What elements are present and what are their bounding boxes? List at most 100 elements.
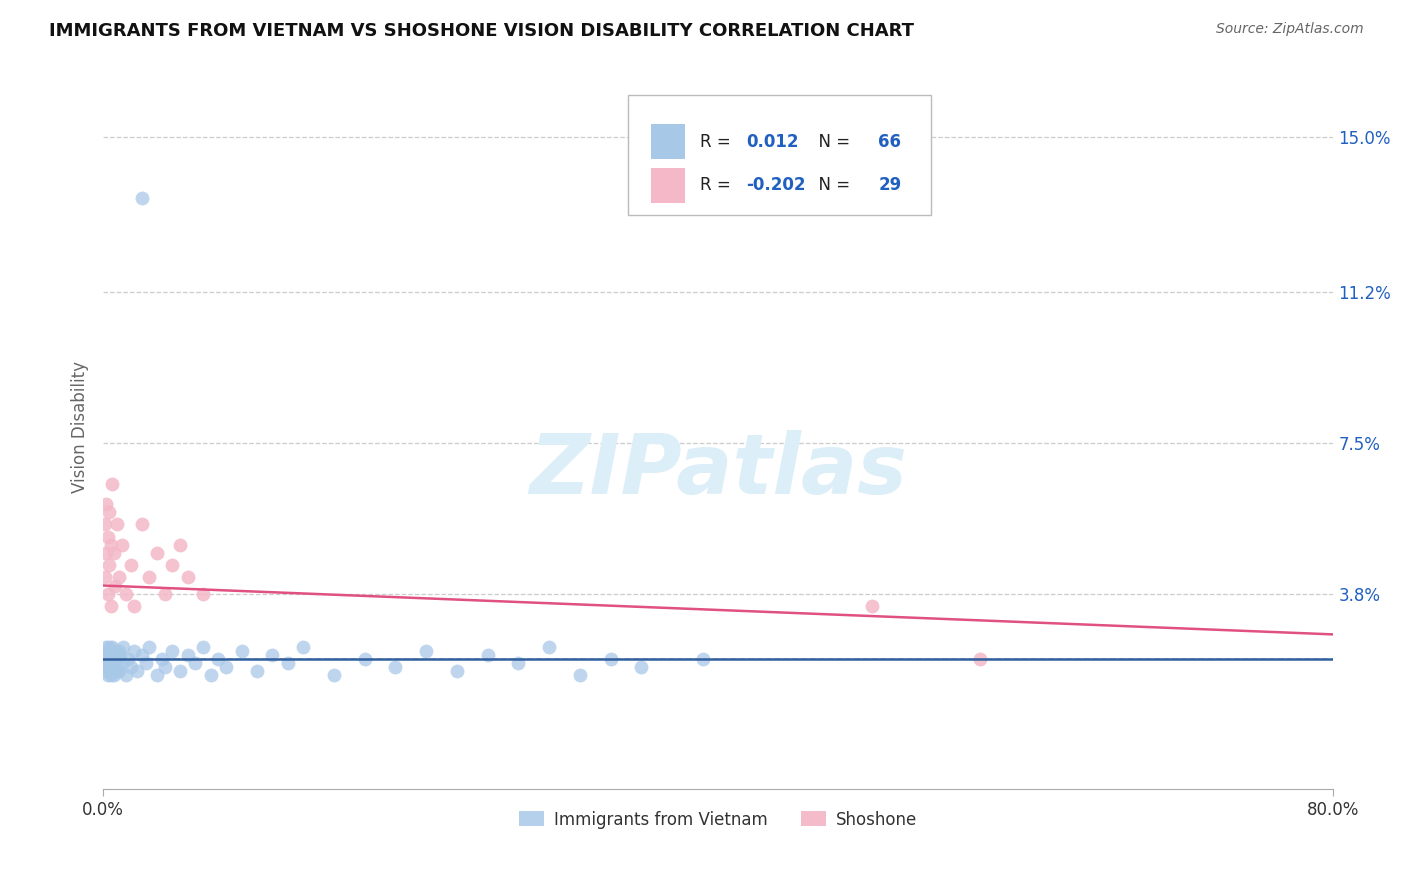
Bar: [651, 124, 685, 159]
Text: ZIPatlas: ZIPatlas: [529, 430, 907, 510]
Point: [231, 643, 253, 657]
Point: [100, 668, 122, 682]
Point: [599, 652, 621, 666]
Point: [177, 570, 200, 584]
Point: [101, 656, 124, 670]
Point: [115, 587, 138, 601]
Point: [98, 643, 121, 657]
Point: [131, 648, 153, 662]
Point: [384, 660, 406, 674]
Point: [860, 599, 883, 613]
Text: N =: N =: [808, 133, 855, 151]
Point: [184, 656, 207, 670]
Point: [96, 497, 118, 511]
Point: [103, 668, 125, 682]
Point: [322, 668, 344, 682]
Point: [277, 656, 299, 670]
Point: [93, 570, 115, 584]
Point: [146, 546, 169, 560]
Point: [191, 640, 214, 654]
Point: [108, 648, 131, 662]
Point: [200, 668, 222, 682]
Point: [96, 648, 118, 662]
Text: 29: 29: [879, 176, 901, 194]
Point: [169, 664, 191, 678]
Text: Source: ZipAtlas.com: Source: ZipAtlas.com: [1216, 22, 1364, 37]
Point: [105, 517, 128, 532]
Point: [115, 668, 138, 682]
Point: [446, 664, 468, 678]
Point: [131, 192, 153, 206]
Point: [138, 570, 160, 584]
Point: [107, 648, 129, 662]
Point: [96, 660, 118, 674]
Point: [104, 652, 127, 666]
Point: [538, 640, 561, 654]
Point: [105, 660, 128, 674]
Point: [162, 643, 184, 657]
Point: [110, 538, 132, 552]
Point: [107, 643, 129, 657]
Point: [120, 558, 142, 573]
Point: [93, 517, 115, 532]
Point: [415, 643, 437, 657]
Text: -0.202: -0.202: [747, 176, 806, 194]
Point: [630, 660, 652, 674]
Point: [96, 546, 118, 560]
Point: [103, 660, 125, 674]
Point: [122, 599, 145, 613]
Point: [117, 652, 139, 666]
Point: [135, 656, 157, 670]
Point: [508, 656, 530, 670]
Point: [138, 640, 160, 654]
Point: [125, 664, 148, 678]
Point: [100, 538, 122, 552]
Text: IMMIGRANTS FROM VIETNAM VS SHOSHONE VISION DISABILITY CORRELATION CHART: IMMIGRANTS FROM VIETNAM VS SHOSHONE VISI…: [49, 22, 914, 40]
Point: [100, 664, 122, 678]
Point: [93, 664, 115, 678]
Point: [103, 546, 125, 560]
Point: [93, 652, 115, 666]
Point: [107, 664, 129, 678]
Point: [97, 656, 120, 670]
Point: [153, 587, 176, 601]
Point: [969, 652, 991, 666]
Text: 66: 66: [879, 133, 901, 151]
Point: [96, 640, 118, 654]
Point: [477, 648, 499, 662]
Point: [97, 652, 120, 666]
Point: [292, 640, 315, 654]
Point: [191, 587, 214, 601]
Point: [107, 570, 129, 584]
Text: R =: R =: [700, 133, 735, 151]
Point: [104, 643, 127, 657]
Point: [692, 652, 714, 666]
Point: [207, 652, 229, 666]
Point: [100, 648, 122, 662]
Point: [97, 530, 120, 544]
Point: [120, 660, 142, 674]
Point: [105, 664, 128, 678]
Point: [110, 656, 132, 670]
Point: [162, 558, 184, 573]
Point: [100, 599, 122, 613]
Legend: Immigrants from Vietnam, Shoshone: Immigrants from Vietnam, Shoshone: [512, 804, 924, 835]
Point: [97, 668, 120, 682]
Point: [98, 558, 121, 573]
Point: [568, 668, 591, 682]
Point: [146, 668, 169, 682]
Text: N =: N =: [808, 176, 855, 194]
Point: [98, 640, 121, 654]
Point: [98, 505, 121, 519]
Point: [112, 640, 135, 654]
Point: [97, 587, 120, 601]
Bar: [651, 168, 685, 202]
Point: [150, 652, 173, 666]
Y-axis label: Vision Disability: Vision Disability: [72, 360, 89, 492]
Point: [153, 660, 176, 674]
Point: [104, 578, 127, 592]
Point: [246, 664, 269, 678]
Point: [215, 660, 238, 674]
FancyBboxPatch shape: [628, 95, 931, 215]
Point: [177, 648, 200, 662]
